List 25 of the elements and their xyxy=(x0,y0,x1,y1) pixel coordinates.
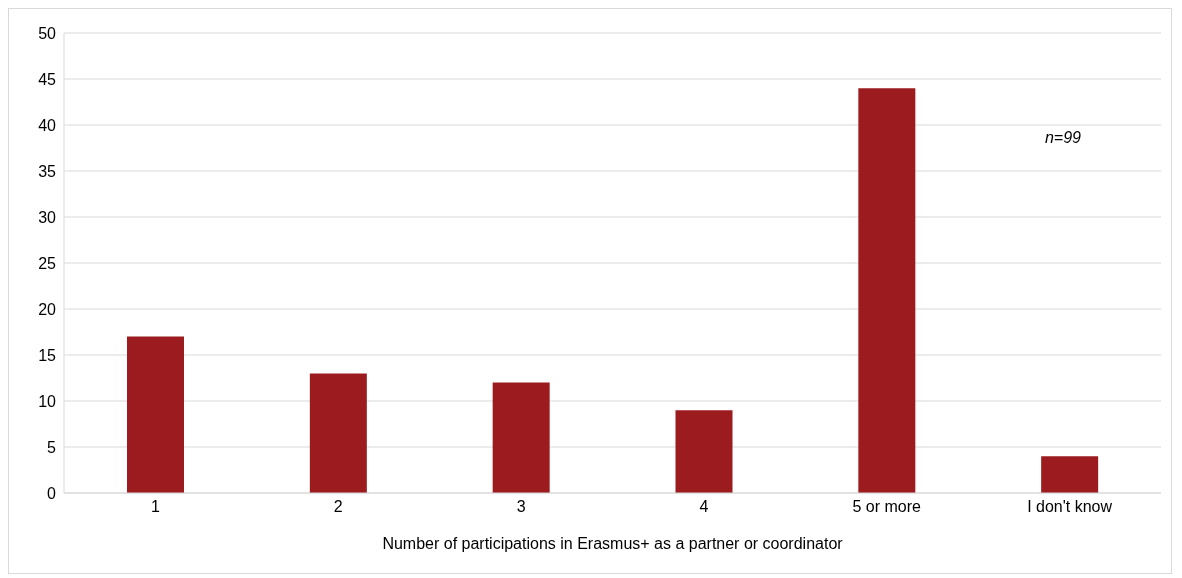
bar xyxy=(1041,456,1099,493)
y-tick-label: 45 xyxy=(38,70,57,88)
x-tick-label: I don't know xyxy=(1027,498,1113,516)
bar xyxy=(127,336,184,493)
annotation: n=99 xyxy=(1044,129,1081,147)
y-tick-label: 0 xyxy=(47,484,57,502)
bar xyxy=(675,410,733,493)
bar xyxy=(492,382,550,493)
x-tick-label: 3 xyxy=(516,498,526,516)
y-tick-label: 15 xyxy=(38,346,57,364)
x-tick-label: 2 xyxy=(333,498,343,516)
y-tick-label: 25 xyxy=(38,254,57,272)
y-tick-label: 30 xyxy=(38,208,57,226)
x-axis-title: Number of participations in Erasmus+ as a partner or coordinator xyxy=(382,535,844,552)
y-tick-label: 5 xyxy=(47,438,57,456)
x-tick-label: 1 xyxy=(150,498,160,516)
y-tick-label: 20 xyxy=(38,300,57,318)
x-tick-label: 5 or more xyxy=(852,498,922,516)
y-tick-label: 40 xyxy=(38,116,57,134)
y-tick-label: 35 xyxy=(38,162,57,180)
x-tick-label: 4 xyxy=(699,498,709,516)
y-tick-label: 10 xyxy=(38,392,57,410)
bar xyxy=(858,88,916,493)
bar xyxy=(309,373,367,493)
y-tick-label: 50 xyxy=(38,24,57,42)
